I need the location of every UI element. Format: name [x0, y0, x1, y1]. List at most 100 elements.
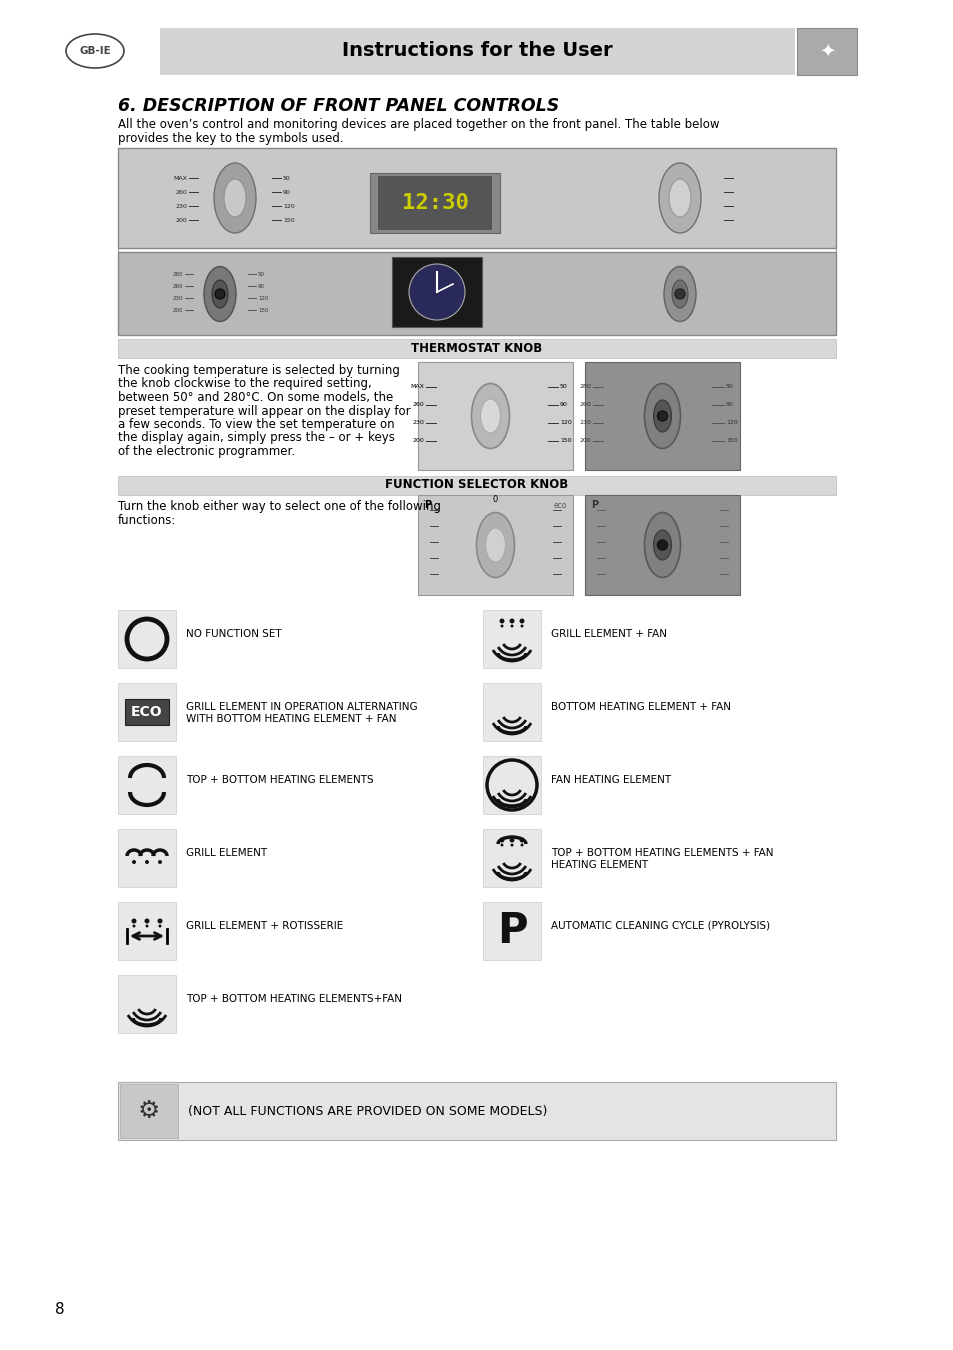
Bar	[482, 829, 540, 887]
Text: functions:: functions:	[118, 514, 176, 526]
Text: 230: 230	[578, 420, 590, 425]
Text: ✦: ✦	[818, 42, 834, 61]
Text: THERMOSTAT KNOB: THERMOSTAT KNOB	[411, 342, 542, 355]
Bar	[118, 610, 175, 668]
Circle shape	[145, 860, 149, 864]
Text: the display again, simply press the – or + keys: the display again, simply press the – or…	[118, 432, 395, 444]
Text: MAX: MAX	[410, 385, 423, 390]
Text: GRILL ELEMENT + ROTISSERIE: GRILL ELEMENT + ROTISSERIE	[186, 921, 343, 931]
Text: HEATING ELEMENT: HEATING ELEMENT	[551, 860, 647, 869]
Circle shape	[520, 625, 523, 628]
Circle shape	[499, 837, 504, 842]
Ellipse shape	[471, 383, 509, 448]
Bar	[370, 173, 499, 234]
Text: TOP + BOTTOM HEATING ELEMENTS+FAN: TOP + BOTTOM HEATING ELEMENTS+FAN	[186, 994, 401, 1004]
Bar	[417, 495, 573, 595]
Text: GRILL ELEMENT IN OPERATION ALTERNATING: GRILL ELEMENT IN OPERATION ALTERNATING	[186, 702, 417, 711]
Text: 230: 230	[172, 296, 183, 301]
Text: 230: 230	[412, 420, 423, 425]
Text: All the oven’s control and monitoring devices are placed together on the front p: All the oven’s control and monitoring de…	[118, 117, 719, 131]
Text: 150: 150	[725, 439, 737, 444]
Text: 90: 90	[283, 189, 291, 194]
Bar	[118, 339, 835, 358]
Bar	[417, 362, 573, 470]
Circle shape	[509, 837, 514, 842]
Circle shape	[132, 918, 136, 923]
Circle shape	[657, 410, 667, 421]
Bar	[118, 252, 835, 335]
Ellipse shape	[644, 383, 679, 448]
Text: 50: 50	[559, 385, 567, 390]
Ellipse shape	[659, 163, 700, 234]
Circle shape	[519, 618, 524, 624]
Circle shape	[500, 844, 503, 846]
Text: TOP + BOTTOM HEATING ELEMENTS: TOP + BOTTOM HEATING ELEMENTS	[186, 775, 374, 784]
Ellipse shape	[485, 528, 505, 562]
Bar	[482, 756, 540, 814]
Circle shape	[158, 860, 162, 864]
Text: 150: 150	[257, 308, 268, 312]
Text: a few seconds. To view the set temperature on: a few seconds. To view the set temperatu…	[118, 418, 395, 431]
Text: between 50° and 280°C. On some models, the: between 50° and 280°C. On some models, t…	[118, 392, 393, 404]
Ellipse shape	[663, 266, 696, 321]
Text: 90: 90	[559, 402, 567, 408]
Circle shape	[409, 265, 464, 320]
Text: 150: 150	[283, 217, 294, 223]
Bar	[118, 148, 835, 248]
Text: 90: 90	[725, 402, 733, 408]
Text: preset temperature will appear on the display for: preset temperature will appear on the di…	[118, 405, 410, 417]
Ellipse shape	[224, 180, 246, 217]
Circle shape	[132, 860, 136, 864]
Text: 120: 120	[257, 296, 268, 301]
Text: Turn the knob either way to select one of the following: Turn the knob either way to select one o…	[118, 500, 440, 513]
Text: 50: 50	[257, 271, 265, 277]
Circle shape	[499, 618, 504, 624]
Bar	[118, 1081, 835, 1139]
Text: 230: 230	[175, 204, 187, 208]
Ellipse shape	[644, 513, 679, 578]
Bar	[118, 477, 835, 495]
Circle shape	[158, 925, 161, 927]
Bar	[482, 902, 540, 960]
Text: ECO: ECO	[132, 705, 163, 720]
Text: TOP + BOTTOM HEATING ELEMENTS + FAN: TOP + BOTTOM HEATING ELEMENTS + FAN	[551, 848, 773, 859]
Text: FUNCTION SELECTOR KNOB: FUNCTION SELECTOR KNOB	[385, 478, 568, 491]
Bar	[120, 1084, 178, 1138]
Circle shape	[510, 844, 513, 846]
Ellipse shape	[653, 400, 671, 432]
Circle shape	[510, 625, 513, 628]
Text: 50: 50	[725, 385, 733, 390]
Bar	[482, 683, 540, 741]
Bar	[118, 902, 175, 960]
Bar	[584, 362, 740, 470]
Text: 200: 200	[578, 439, 590, 444]
Text: 280: 280	[578, 385, 590, 390]
Text: 120: 120	[283, 204, 294, 208]
Text: 90: 90	[257, 284, 265, 289]
Circle shape	[675, 289, 684, 298]
Bar	[377, 176, 492, 230]
Circle shape	[519, 837, 524, 842]
Circle shape	[509, 618, 514, 624]
Text: GB-IE: GB-IE	[79, 46, 111, 55]
Circle shape	[657, 540, 667, 549]
Circle shape	[132, 925, 135, 927]
Text: (NOT ALL FUNCTIONS ARE PROVIDED ON SOME MODELS): (NOT ALL FUNCTIONS ARE PROVIDED ON SOME …	[188, 1104, 547, 1118]
Text: NO FUNCTION SET: NO FUNCTION SET	[186, 629, 281, 639]
Text: WITH BOTTOM HEATING ELEMENT + FAN: WITH BOTTOM HEATING ELEMENT + FAN	[186, 714, 396, 724]
Ellipse shape	[212, 279, 228, 308]
Bar	[160, 28, 794, 76]
Ellipse shape	[480, 400, 500, 433]
Bar	[392, 256, 481, 327]
Circle shape	[146, 925, 149, 927]
Bar	[796, 28, 856, 76]
Text: 260: 260	[172, 284, 183, 289]
Bar	[118, 756, 175, 814]
Circle shape	[144, 918, 150, 923]
Bar	[118, 683, 175, 741]
Text: 120: 120	[725, 420, 737, 425]
Circle shape	[520, 844, 523, 846]
Circle shape	[500, 625, 503, 628]
Text: the knob clockwise to the required setting,: the knob clockwise to the required setti…	[118, 378, 372, 390]
Text: of the electronic programmer.: of the electronic programmer.	[118, 446, 294, 458]
